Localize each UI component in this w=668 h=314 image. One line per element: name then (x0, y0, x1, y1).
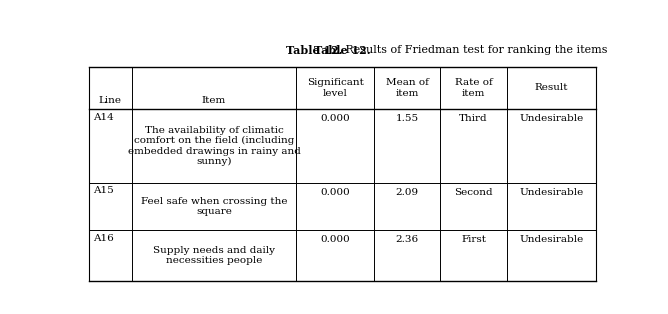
Text: Undesirable: Undesirable (519, 235, 583, 244)
Text: A16: A16 (93, 234, 114, 242)
Text: 2.36: 2.36 (395, 235, 419, 244)
Text: 1.55: 1.55 (395, 114, 419, 123)
Text: Results of Friedman test for ranking the items: Results of Friedman test for ranking the… (343, 45, 608, 55)
Text: The availability of climatic
comfort on the field (including
embedded drawings i: The availability of climatic comfort on … (128, 126, 301, 166)
Text: A15: A15 (93, 187, 114, 195)
Text: Supply needs and daily
necessities people: Supply needs and daily necessities peopl… (153, 246, 275, 265)
Text: Second: Second (454, 188, 493, 197)
Text: Significant
level: Significant level (307, 78, 363, 98)
Text: Undesirable: Undesirable (519, 188, 583, 197)
Text: Table 12.: Table 12. (314, 45, 371, 56)
Text: Item: Item (202, 96, 226, 105)
Text: 0.000: 0.000 (320, 114, 350, 123)
Text: Table 12. Results of Friedman test for ranking the items: Table 12. Results of Friedman test for r… (184, 45, 501, 55)
Text: Result: Result (534, 83, 568, 92)
Text: Line: Line (99, 96, 122, 105)
Text: Feel safe when crossing the
square: Feel safe when crossing the square (141, 197, 287, 216)
Text: First: First (461, 235, 486, 244)
Text: Mean of
item: Mean of item (386, 78, 429, 98)
Text: 0.000: 0.000 (320, 188, 350, 197)
Text: Undesirable: Undesirable (519, 114, 583, 123)
Text: Third: Third (459, 114, 488, 123)
Text: A14: A14 (93, 113, 114, 122)
Text: Rate of
item: Rate of item (455, 78, 492, 98)
Text: 0.000: 0.000 (320, 235, 350, 244)
Text: 2.09: 2.09 (395, 188, 419, 197)
Text: Table 12.: Table 12. (286, 45, 343, 56)
